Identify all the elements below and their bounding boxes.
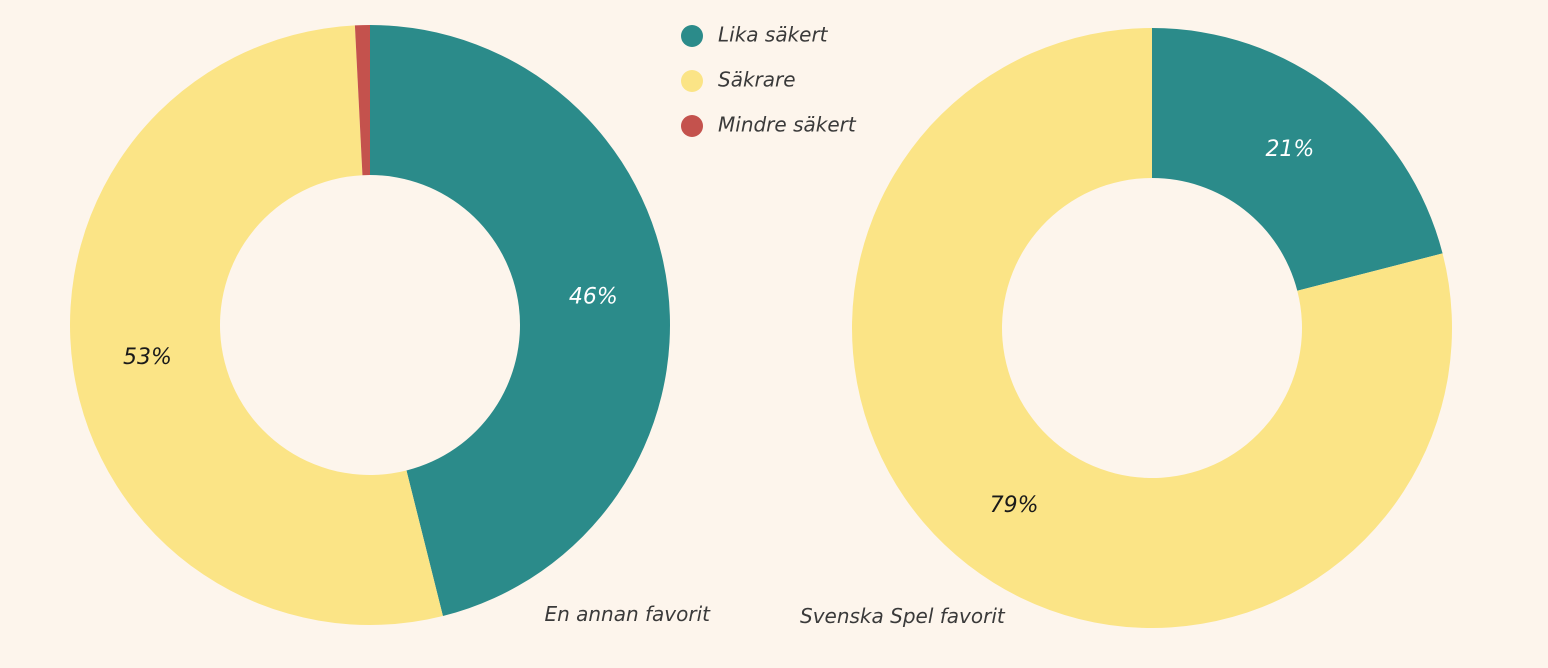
- chart-title-svenska-spel-favorit: Svenska Spel favorit: [800, 604, 1006, 628]
- slice-label-säkrare: 53%: [123, 345, 172, 370]
- legend-marker-säkrare: [681, 70, 703, 92]
- donut-en-annan-favorit: 46% 53%: [70, 25, 670, 625]
- slice-mindre-säkert: [354, 25, 370, 176]
- slice-säkrare: [852, 28, 1452, 628]
- slice-lika-säkert: [370, 25, 670, 617]
- legend-label-lika-säkert: Lika säkert: [718, 23, 829, 47]
- legend: Lika säkert Säkrare Mindre säkert: [681, 23, 857, 137]
- donut-svenska-spel-favorit: 21% 79%: [852, 28, 1452, 628]
- legend-label-mindre-säkert: Mindre säkert: [718, 113, 857, 137]
- slice-label-lika-säkert: 21%: [1265, 137, 1314, 162]
- legend-marker-mindre-säkert: [681, 115, 703, 137]
- slice-lika-säkert: [1152, 28, 1443, 291]
- legend-marker-lika-säkert: [681, 25, 703, 47]
- slice-label-säkrare: 79%: [990, 493, 1039, 518]
- slice-säkrare: [70, 25, 443, 625]
- slice-label-lika-säkert: 46%: [569, 284, 618, 309]
- chart-title-en-annan-favorit: En annan favorit: [544, 602, 711, 626]
- legend-label-säkrare: Säkrare: [718, 68, 796, 92]
